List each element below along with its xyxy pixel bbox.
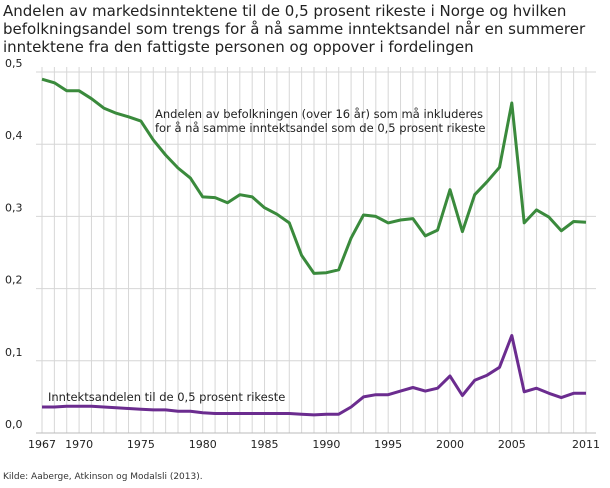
y-tick-label: 0,4 (5, 129, 23, 142)
series-label: Inntektsandelen til de 0,5 prosent rikes… (48, 390, 285, 404)
x-tick-label: 1970 (65, 438, 93, 451)
x-tick-label: 2011 (572, 438, 600, 451)
source-note: Kilde: Aaberge, Atkinson og Modalsli (20… (3, 472, 203, 482)
y-tick-label: 0,2 (5, 274, 23, 287)
y-tick-label: 0,1 (5, 346, 23, 359)
x-tick-label: 1980 (189, 438, 217, 451)
series-line-population-share (41, 77, 587, 275)
x-tick-label: 2005 (498, 438, 526, 451)
series-label: for å nå samme inntektsandel som de 0,5 … (155, 121, 485, 135)
x-tick-label: 1995 (374, 438, 402, 451)
x-tick-label: 1967 (28, 438, 56, 451)
y-tick-label: 0,5 (5, 57, 23, 70)
x-tick-label: 1985 (251, 438, 279, 451)
y-tick-label: 0,0 (5, 418, 23, 431)
y-tick-label: 0,3 (5, 201, 23, 214)
x-tick-label: 1975 (127, 438, 155, 451)
series-line-income-share (42, 334, 586, 417)
x-tick-label: 2000 (436, 438, 464, 451)
chart-title: Andelen av markedsinntektene til de 0,5 … (3, 2, 586, 56)
x-tick-label: 1990 (312, 438, 340, 451)
series-label: Andelen av befolkningen (over 16 år) som… (155, 107, 483, 121)
